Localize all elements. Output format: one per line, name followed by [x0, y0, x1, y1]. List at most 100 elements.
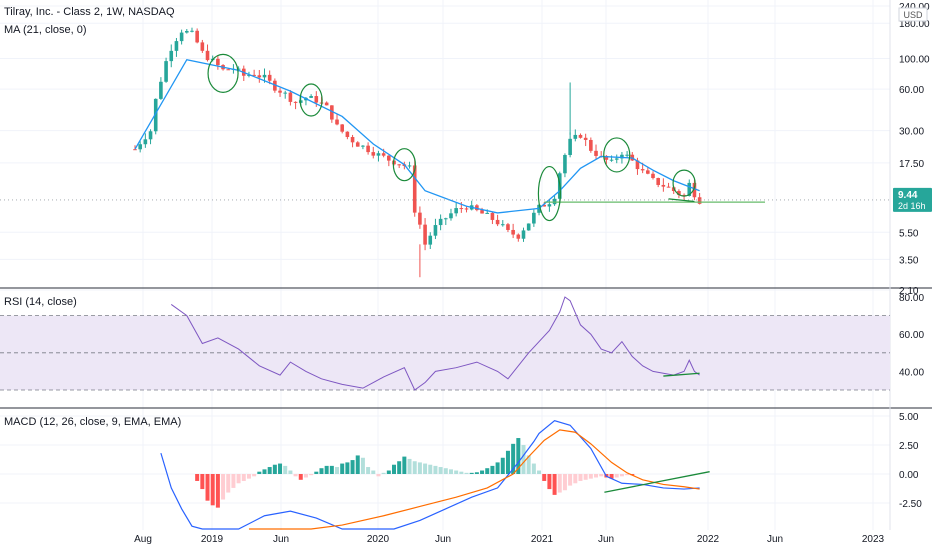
macd-histogram-bar: [397, 461, 402, 474]
macd-histogram-bar: [298, 474, 303, 480]
macd-histogram-bar: [454, 470, 459, 474]
macd-histogram-bar: [552, 474, 557, 495]
macd-histogram-bar: [360, 457, 365, 474]
y-tick-label: 30.00: [899, 127, 924, 138]
macd-histogram-bar: [272, 464, 277, 474]
macd-histogram-bar: [464, 472, 469, 474]
macd-histogram-bar: [345, 462, 350, 474]
candle-body: [293, 101, 298, 103]
x-tick-label: Jun: [598, 534, 614, 545]
candle-body: [656, 178, 660, 185]
candle-body: [418, 212, 422, 225]
candle-body: [609, 159, 614, 161]
candle-body: [682, 194, 686, 196]
currency-label: USD: [903, 10, 923, 20]
candle-body: [444, 218, 448, 220]
macd-histogram-bar: [542, 474, 547, 481]
candle-body: [200, 42, 205, 51]
candle-body: [454, 208, 458, 214]
ma-legend: MA (21, close, 0): [4, 24, 87, 36]
macd-histogram-bar: [340, 463, 345, 474]
candle-body: [495, 219, 500, 225]
candle-body: [330, 105, 334, 120]
macd-histogram-bar: [283, 465, 288, 474]
rsi-tick-label: 80.00: [899, 293, 924, 304]
macd-tick-label: -2.50: [899, 499, 922, 510]
ma-line: [134, 58, 700, 214]
candle-body: [578, 134, 583, 138]
y-tick-label: 2.10: [899, 286, 919, 297]
candle-body: [511, 229, 515, 235]
macd-histogram-bar: [599, 474, 604, 477]
macd-histogram-bar: [355, 455, 360, 474]
candle-body: [521, 230, 526, 239]
macd-histogram-bar: [516, 438, 521, 474]
macd-histogram-bar: [625, 474, 630, 476]
candle-body: [651, 173, 655, 179]
circled-region: [603, 137, 631, 173]
candle-body: [387, 155, 391, 161]
candle-body: [257, 75, 262, 78]
rsi-tick-label: 40.00: [899, 367, 924, 378]
x-tick-label: 2022: [697, 534, 720, 545]
macd-histogram-bar: [246, 474, 251, 479]
currency-badge[interactable]: [898, 7, 928, 22]
candle-body: [480, 210, 484, 214]
macd-histogram-bar: [402, 456, 407, 474]
macd-histogram-bar: [386, 470, 391, 474]
macd-histogram-bar: [226, 474, 231, 493]
candle-body: [376, 153, 381, 156]
candle-body: [594, 150, 598, 156]
candle-body: [423, 224, 427, 245]
candle-body: [309, 96, 313, 98]
candle-body: [226, 69, 231, 71]
candle-body: [568, 138, 572, 155]
candle-body: [563, 154, 567, 174]
x-tick-label: Jun: [767, 534, 783, 545]
macd-histogram-bar: [438, 467, 443, 474]
candle-body: [614, 158, 619, 160]
macd-histogram-bar: [278, 463, 283, 474]
macd-histogram-bar: [433, 465, 438, 474]
macd-histogram-bar: [609, 474, 614, 479]
macd-histogram-bar: [350, 460, 355, 474]
y-tick-label: 100.00: [899, 54, 930, 65]
candle-body: [500, 224, 505, 226]
macd-histogram-bar: [205, 474, 210, 501]
x-tick-label: Jun: [435, 534, 451, 545]
candle-body: [324, 102, 329, 106]
candle-body: [164, 61, 168, 82]
candle-body: [345, 131, 350, 138]
candle-body: [604, 155, 609, 160]
macd-tick-label: 2.50: [899, 441, 919, 452]
candle-body: [433, 225, 438, 236]
candle-body: [340, 124, 344, 132]
candle-body: [506, 224, 510, 230]
macd-histogram-bar: [262, 469, 267, 474]
macd-histogram-bar: [381, 472, 386, 474]
candle-body: [635, 160, 640, 170]
macd-histogram-bar: [293, 474, 298, 477]
macd-histogram-bar: [490, 465, 495, 474]
macd-histogram-bar: [495, 462, 500, 474]
candle-body: [283, 92, 288, 94]
candle-body: [532, 212, 536, 224]
candle-body: [646, 170, 650, 174]
candle-body: [412, 165, 417, 213]
candle-body: [697, 197, 702, 204]
macd-histogram-bar: [614, 474, 619, 478]
last-price-tag: 9.44 2d 16h: [893, 187, 932, 212]
last-price-value: 9.44: [898, 190, 918, 201]
candle-body: [190, 30, 194, 32]
candle-body: [583, 137, 588, 140]
candle-body: [692, 182, 697, 198]
rsi-tick-label: 60.00: [899, 330, 924, 341]
macd-histogram-bar: [448, 469, 453, 474]
y-tick-label: 180.00: [899, 19, 930, 30]
macd-line: [160, 419, 700, 530]
candle-body: [159, 81, 163, 99]
candle-body: [169, 50, 174, 62]
candle-body: [381, 153, 386, 156]
rsi-legend: RSI (14, close): [4, 296, 77, 308]
